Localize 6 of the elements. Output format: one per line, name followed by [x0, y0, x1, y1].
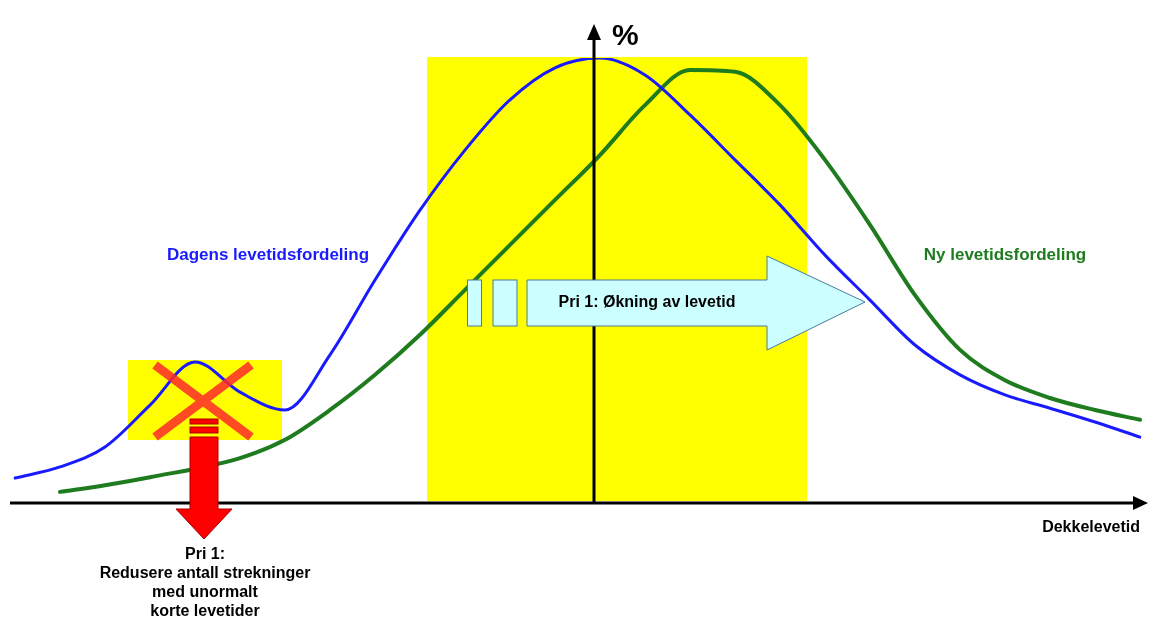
annotation: Pri 1: Økning av levetid [557, 292, 737, 311]
text: Pri 1: Redusere antall strekninger med unormalt korte levetider [98, 544, 312, 620]
y-axis-title: % [612, 18, 639, 51]
series-label: Dagens levetidsfordeling [166, 244, 370, 264]
x-axis-title: Dekkelevetid [1042, 518, 1140, 535]
series-label: Ny levetidsfordeling [923, 244, 1087, 264]
